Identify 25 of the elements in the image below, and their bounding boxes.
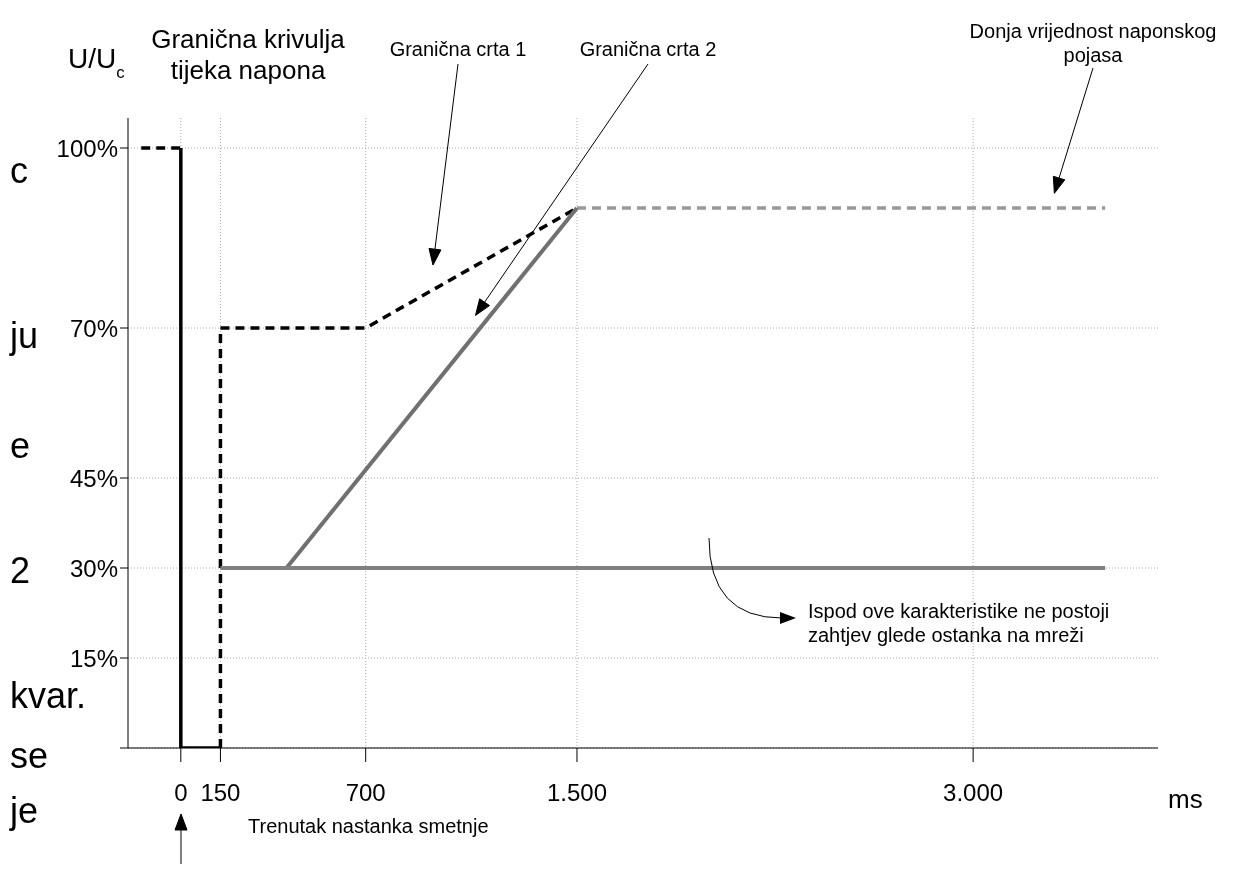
text: ju: [9, 315, 39, 356]
text: Granična crta 1: [389, 38, 527, 60]
y-tick-label: 30%: [69, 554, 118, 582]
y-tick-label: 70%: [69, 314, 118, 342]
text: kvar.: [10, 675, 87, 716]
text: 2: [10, 550, 31, 591]
x-tick-label: 1.500: [546, 779, 608, 807]
y-axis-title: U/U$_{c}$: [68, 43, 125, 82]
x-tick-label: 0: [174, 779, 188, 807]
y-tick-label: 100%: [56, 134, 118, 162]
text: Donja vrijednost naponskog pojasa: [969, 20, 1217, 66]
text: Granična crta 2: [579, 38, 717, 60]
text: Granična krivulja tijeka napona: [151, 24, 346, 86]
text: je: [9, 790, 39, 831]
x-tick-label: 700: [345, 779, 386, 807]
x-tick-label: 150: [200, 779, 241, 807]
text: c: [10, 150, 28, 191]
annotation: Ispod ove karakteristike ne postoji zahtjev glede ostanka na mreži: [808, 600, 1110, 646]
y-tick-label: 15%: [69, 644, 118, 672]
y-tick-label: 45%: [69, 464, 118, 492]
x-axis-title: ms: [1168, 784, 1203, 814]
x-tick-label: 3.000: [943, 779, 1004, 807]
text: se: [10, 735, 49, 776]
text: Trenutak nastanka smetnje: [248, 815, 489, 837]
text: e: [10, 425, 31, 466]
